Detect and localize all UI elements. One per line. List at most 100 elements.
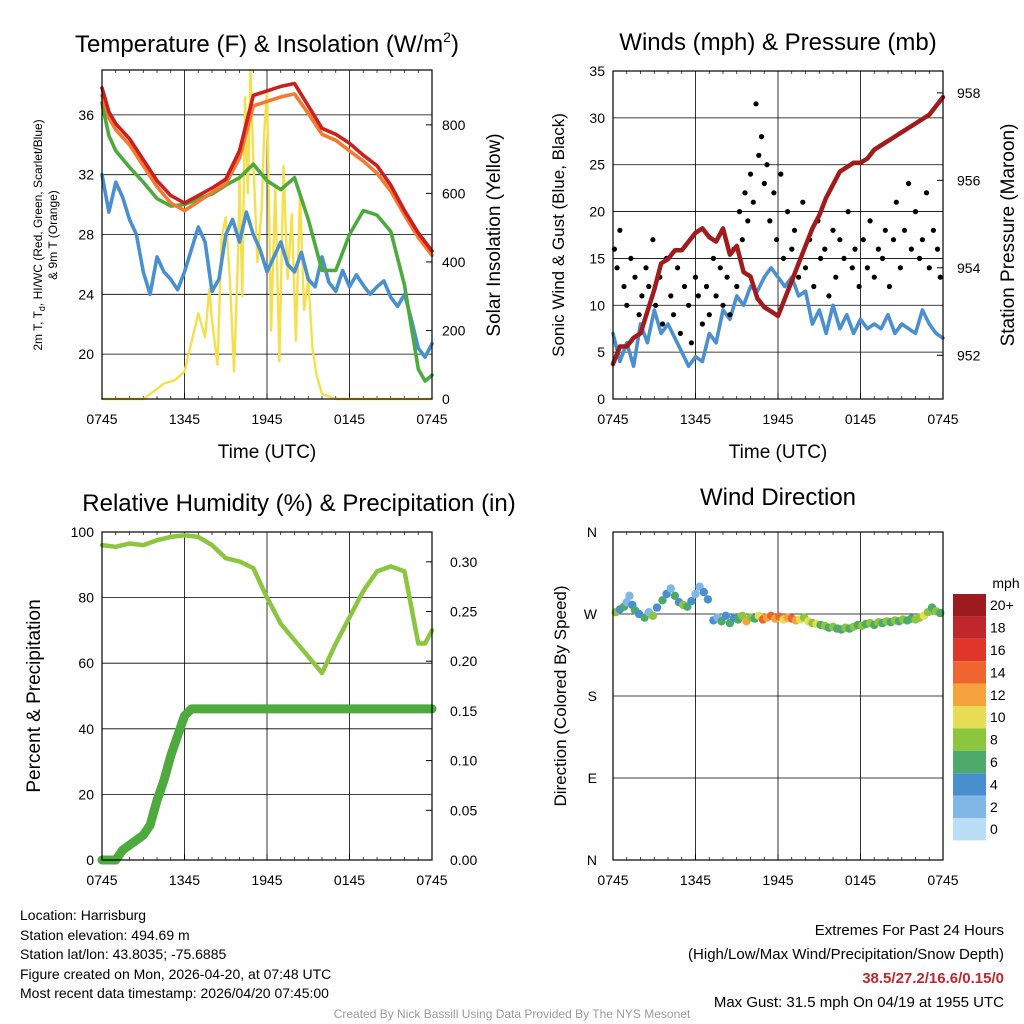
wind-gust-point <box>736 209 743 215</box>
y2-tick-label: 0.00 <box>450 852 477 868</box>
wind-gust-point <box>785 209 791 215</box>
wind-gust-point <box>767 218 773 224</box>
y-tick-label: 100 <box>71 524 95 540</box>
extremes-values: 38.5/27.2/16.6/0.15/0 <box>862 970 1004 987</box>
colorbar-label: 18 <box>990 620 1006 636</box>
credit-text: Created By Nick Bassill Using Data Provi… <box>333 1007 691 1021</box>
wind-gust-point <box>800 199 806 205</box>
wind-direction-point <box>666 584 675 593</box>
wind-gust-point <box>871 274 877 280</box>
x-tick-label: 1945 <box>251 411 282 427</box>
x-tick-label: 0145 <box>845 411 876 427</box>
wind-gust-point <box>882 227 888 233</box>
wind-gust-point <box>778 171 784 177</box>
wind-gust-point <box>688 340 695 346</box>
wind-gust-point <box>818 255 824 261</box>
wind-gust-point <box>677 330 684 336</box>
y-axis-label: Percent & Precipitation <box>24 599 45 792</box>
x-tick-label: 0745 <box>416 411 447 427</box>
wind-gust-point <box>923 190 930 196</box>
y-tick-label: 0 <box>86 852 94 868</box>
y2-tick-label: 400 <box>442 254 466 270</box>
wind-direction-point <box>687 597 696 606</box>
wind-gust-point <box>830 227 836 233</box>
x-tick-label: 1945 <box>762 411 793 427</box>
x-tick-label: 0745 <box>86 411 117 427</box>
x-tick-label: 0745 <box>597 872 628 888</box>
wind-gust-point <box>646 283 652 290</box>
y-axis-label-line1-end: , HI/WC (Red, Green, Scarlet/Blue) <box>31 119 45 306</box>
colorbar-swatch <box>953 616 986 639</box>
wind-gust-point <box>875 246 882 252</box>
y-tick-label: 20 <box>78 346 94 362</box>
colorbar-label: 8 <box>990 732 998 748</box>
y2-tick-label: 0.25 <box>450 604 477 620</box>
wind-gust-point <box>826 293 832 299</box>
y2-tick-label: 0.10 <box>450 753 477 769</box>
wind-gust-point <box>917 255 923 261</box>
plot-border <box>612 70 944 400</box>
wind-gust-point <box>841 255 847 261</box>
plot-border <box>101 69 433 400</box>
x-tick-label: 1345 <box>169 872 200 888</box>
x-tick-label: 0745 <box>416 872 447 888</box>
created-text: Figure created on Mon, 2026-04-20, at 07… <box>20 965 332 982</box>
wind-direction-point <box>691 589 700 599</box>
wind-gust-point <box>703 283 710 290</box>
wind-gust-point <box>650 237 656 243</box>
wind-direction-point <box>658 596 667 605</box>
wind-gust-point <box>624 302 630 308</box>
wind-gust-point <box>771 190 777 196</box>
colorbar-title: mph <box>992 575 1019 591</box>
y2-tick-label: 954 <box>957 260 981 276</box>
colorbar-label: 12 <box>990 687 1006 703</box>
chart-title: Wind Direction <box>700 484 856 511</box>
chart-title: Winds (mph) & Pressure (mb) <box>619 29 936 56</box>
colorbar-swatch <box>953 728 986 751</box>
wind-gust-point <box>713 293 719 299</box>
x-tick-label: 0145 <box>334 411 365 427</box>
wind-gust-point <box>653 302 659 308</box>
y-axis-label: Direction (Colored By Speed) <box>551 585 570 806</box>
wind-gust-point <box>706 312 712 318</box>
relative-humidity-line <box>99 533 435 676</box>
wind-gust-point <box>659 321 666 327</box>
wind-gust-point <box>734 283 740 290</box>
wind-gust-point <box>856 283 862 290</box>
wind-gust-point <box>745 218 751 224</box>
wind-gust-point <box>727 312 733 318</box>
x-tick-label: 1345 <box>169 411 200 427</box>
x-tick-label: 0745 <box>927 411 958 427</box>
wind-gust-point <box>639 293 645 299</box>
wind-direction-point <box>699 587 708 597</box>
colorbar-swatch <box>953 683 986 706</box>
y2-tick-label: 0.05 <box>450 802 477 818</box>
wind-gust-point <box>886 283 893 290</box>
max-gust-text: Max Gust: 31.5 mph On 04/19 at 1955 UTC <box>713 994 1004 1011</box>
latlon-text: Station lat/lon: 43.8035; -75.6885 <box>20 946 227 962</box>
extremes-info: Extremes For Past 24 Hours (High/Low/Max… <box>688 919 1004 1015</box>
colorbar-swatch <box>953 750 986 774</box>
station-info: Location: Harrisburg Station elevation: … <box>20 906 331 1004</box>
wind-gust-point <box>761 180 767 187</box>
humidity-precipitation-panel: 0745 1345 1945 0145 0745 0 20 40 60 80 100 0.00 0.05… <box>24 490 516 888</box>
y-tick-label: 40 <box>78 721 94 737</box>
y-tick-label: 15 <box>589 250 605 266</box>
wind-gust-point <box>764 162 770 168</box>
colorbar-label: 14 <box>990 664 1006 680</box>
wind-gust-point <box>926 265 932 271</box>
colorbar-swatch <box>953 773 986 796</box>
wind-gust-point <box>890 237 897 243</box>
y2-tick-label: 0.15 <box>450 703 477 719</box>
extremes-subtitle: (High/Low/Max Wind/Precipitation/Snow De… <box>688 946 1004 963</box>
y2-tick-label: 0.20 <box>450 653 477 669</box>
colorbar-label: 2 <box>990 799 998 815</box>
wind-gust-point <box>845 209 851 215</box>
colorbar-swatch <box>953 706 986 729</box>
wind-gust-point <box>742 190 748 196</box>
y2-tick-label: 958 <box>957 85 981 101</box>
y-tick-label: 25 <box>589 157 605 173</box>
y2-tick-label: 0.30 <box>450 554 477 570</box>
wind-gust-point <box>893 199 899 205</box>
y-tick-label: 20 <box>589 204 605 220</box>
